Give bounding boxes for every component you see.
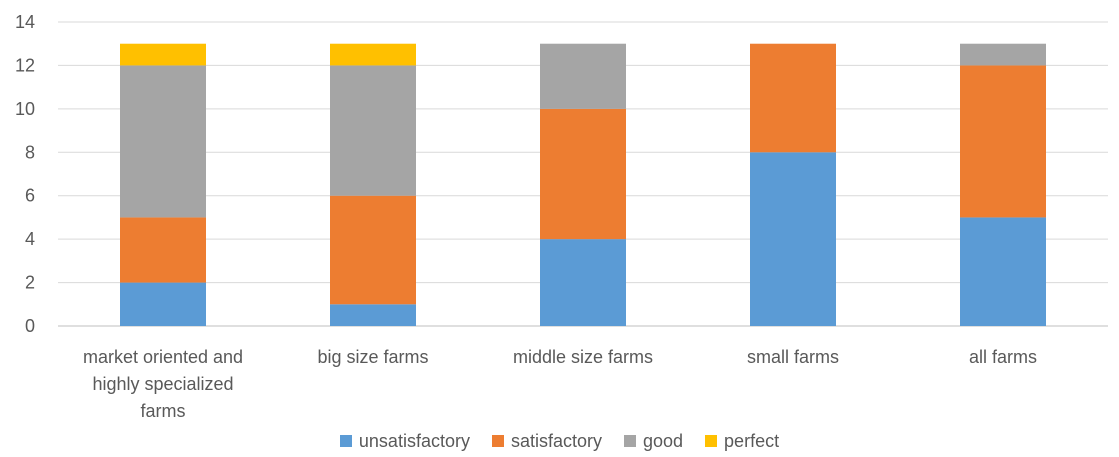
- x-category-label: all farms: [969, 347, 1037, 367]
- y-tick-label: 14: [15, 12, 35, 32]
- bar-segment-perfect: [120, 43, 206, 66]
- bar-segment-unsatisfactory: [330, 304, 416, 326]
- bar-segment-satisfactory: [540, 108, 626, 240]
- legend-swatch: [491, 435, 504, 447]
- bar-segment-satisfactory: [330, 195, 416, 305]
- y-tick-label: 8: [25, 142, 35, 162]
- stacked-bar-chart: 0 2 4 6 8 10 12 14 market oriented and highly sp…: [15, 12, 1108, 421]
- y-tick-label: 6: [25, 186, 35, 206]
- y-tick-label: 4: [25, 229, 35, 249]
- x-category-label: farms: [141, 401, 186, 421]
- x-category-label: highly specialized: [92, 374, 233, 394]
- legend-label: satisfactory: [510, 430, 602, 451]
- legend-item-perfect: perfect: [705, 431, 779, 452]
- y-tick-label: 2: [25, 273, 35, 293]
- bar-segment-satisfactory: [120, 217, 206, 283]
- bar-segment-good: [960, 43, 1046, 66]
- bar-segment-unsatisfactory: [540, 239, 626, 326]
- x-category-label: middle size farms: [513, 347, 653, 367]
- legend-label: unsatisfactory: [358, 430, 470, 451]
- legend-item-satisfactory: satisfactory: [491, 430, 602, 452]
- bar-segment-perfect: [330, 43, 416, 66]
- legend-label: perfect: [724, 430, 780, 451]
- legend-item-good: good: [624, 431, 683, 452]
- x-axis-category-labels: market oriented and highly specialized far…: [83, 347, 1037, 421]
- bar-segment-unsatisfactory: [960, 217, 1046, 326]
- bar-segment-unsatisfactory: [750, 152, 836, 326]
- legend-swatch: [339, 435, 352, 447]
- x-category-label: small farms: [747, 347, 839, 367]
- x-category-label: big size farms: [317, 347, 428, 367]
- legend-label: good: [643, 430, 684, 451]
- legend-swatch: [624, 435, 636, 447]
- bar-segment-good: [330, 65, 416, 196]
- legend: unsatisfactory satisfactory good perfect: [0, 428, 1119, 454]
- bar-segments: [120, 43, 1046, 326]
- y-axis-tick-labels: 0 2 4 6 8 10 12 14: [15, 12, 35, 336]
- x-category-label: market oriented and: [83, 347, 243, 367]
- bar-segment-good: [540, 43, 626, 109]
- legend-item-unsatisfactory: unsatisfactory: [339, 430, 470, 452]
- y-tick-label: 0: [25, 316, 35, 336]
- y-tick-label: 10: [15, 99, 35, 119]
- bar-segment-satisfactory: [750, 43, 836, 153]
- bar-segment-unsatisfactory: [120, 282, 206, 326]
- legend-swatch: [705, 435, 718, 447]
- bar-segment-satisfactory: [960, 65, 1046, 218]
- bar-segment-good: [120, 65, 206, 218]
- y-tick-label: 12: [15, 55, 35, 75]
